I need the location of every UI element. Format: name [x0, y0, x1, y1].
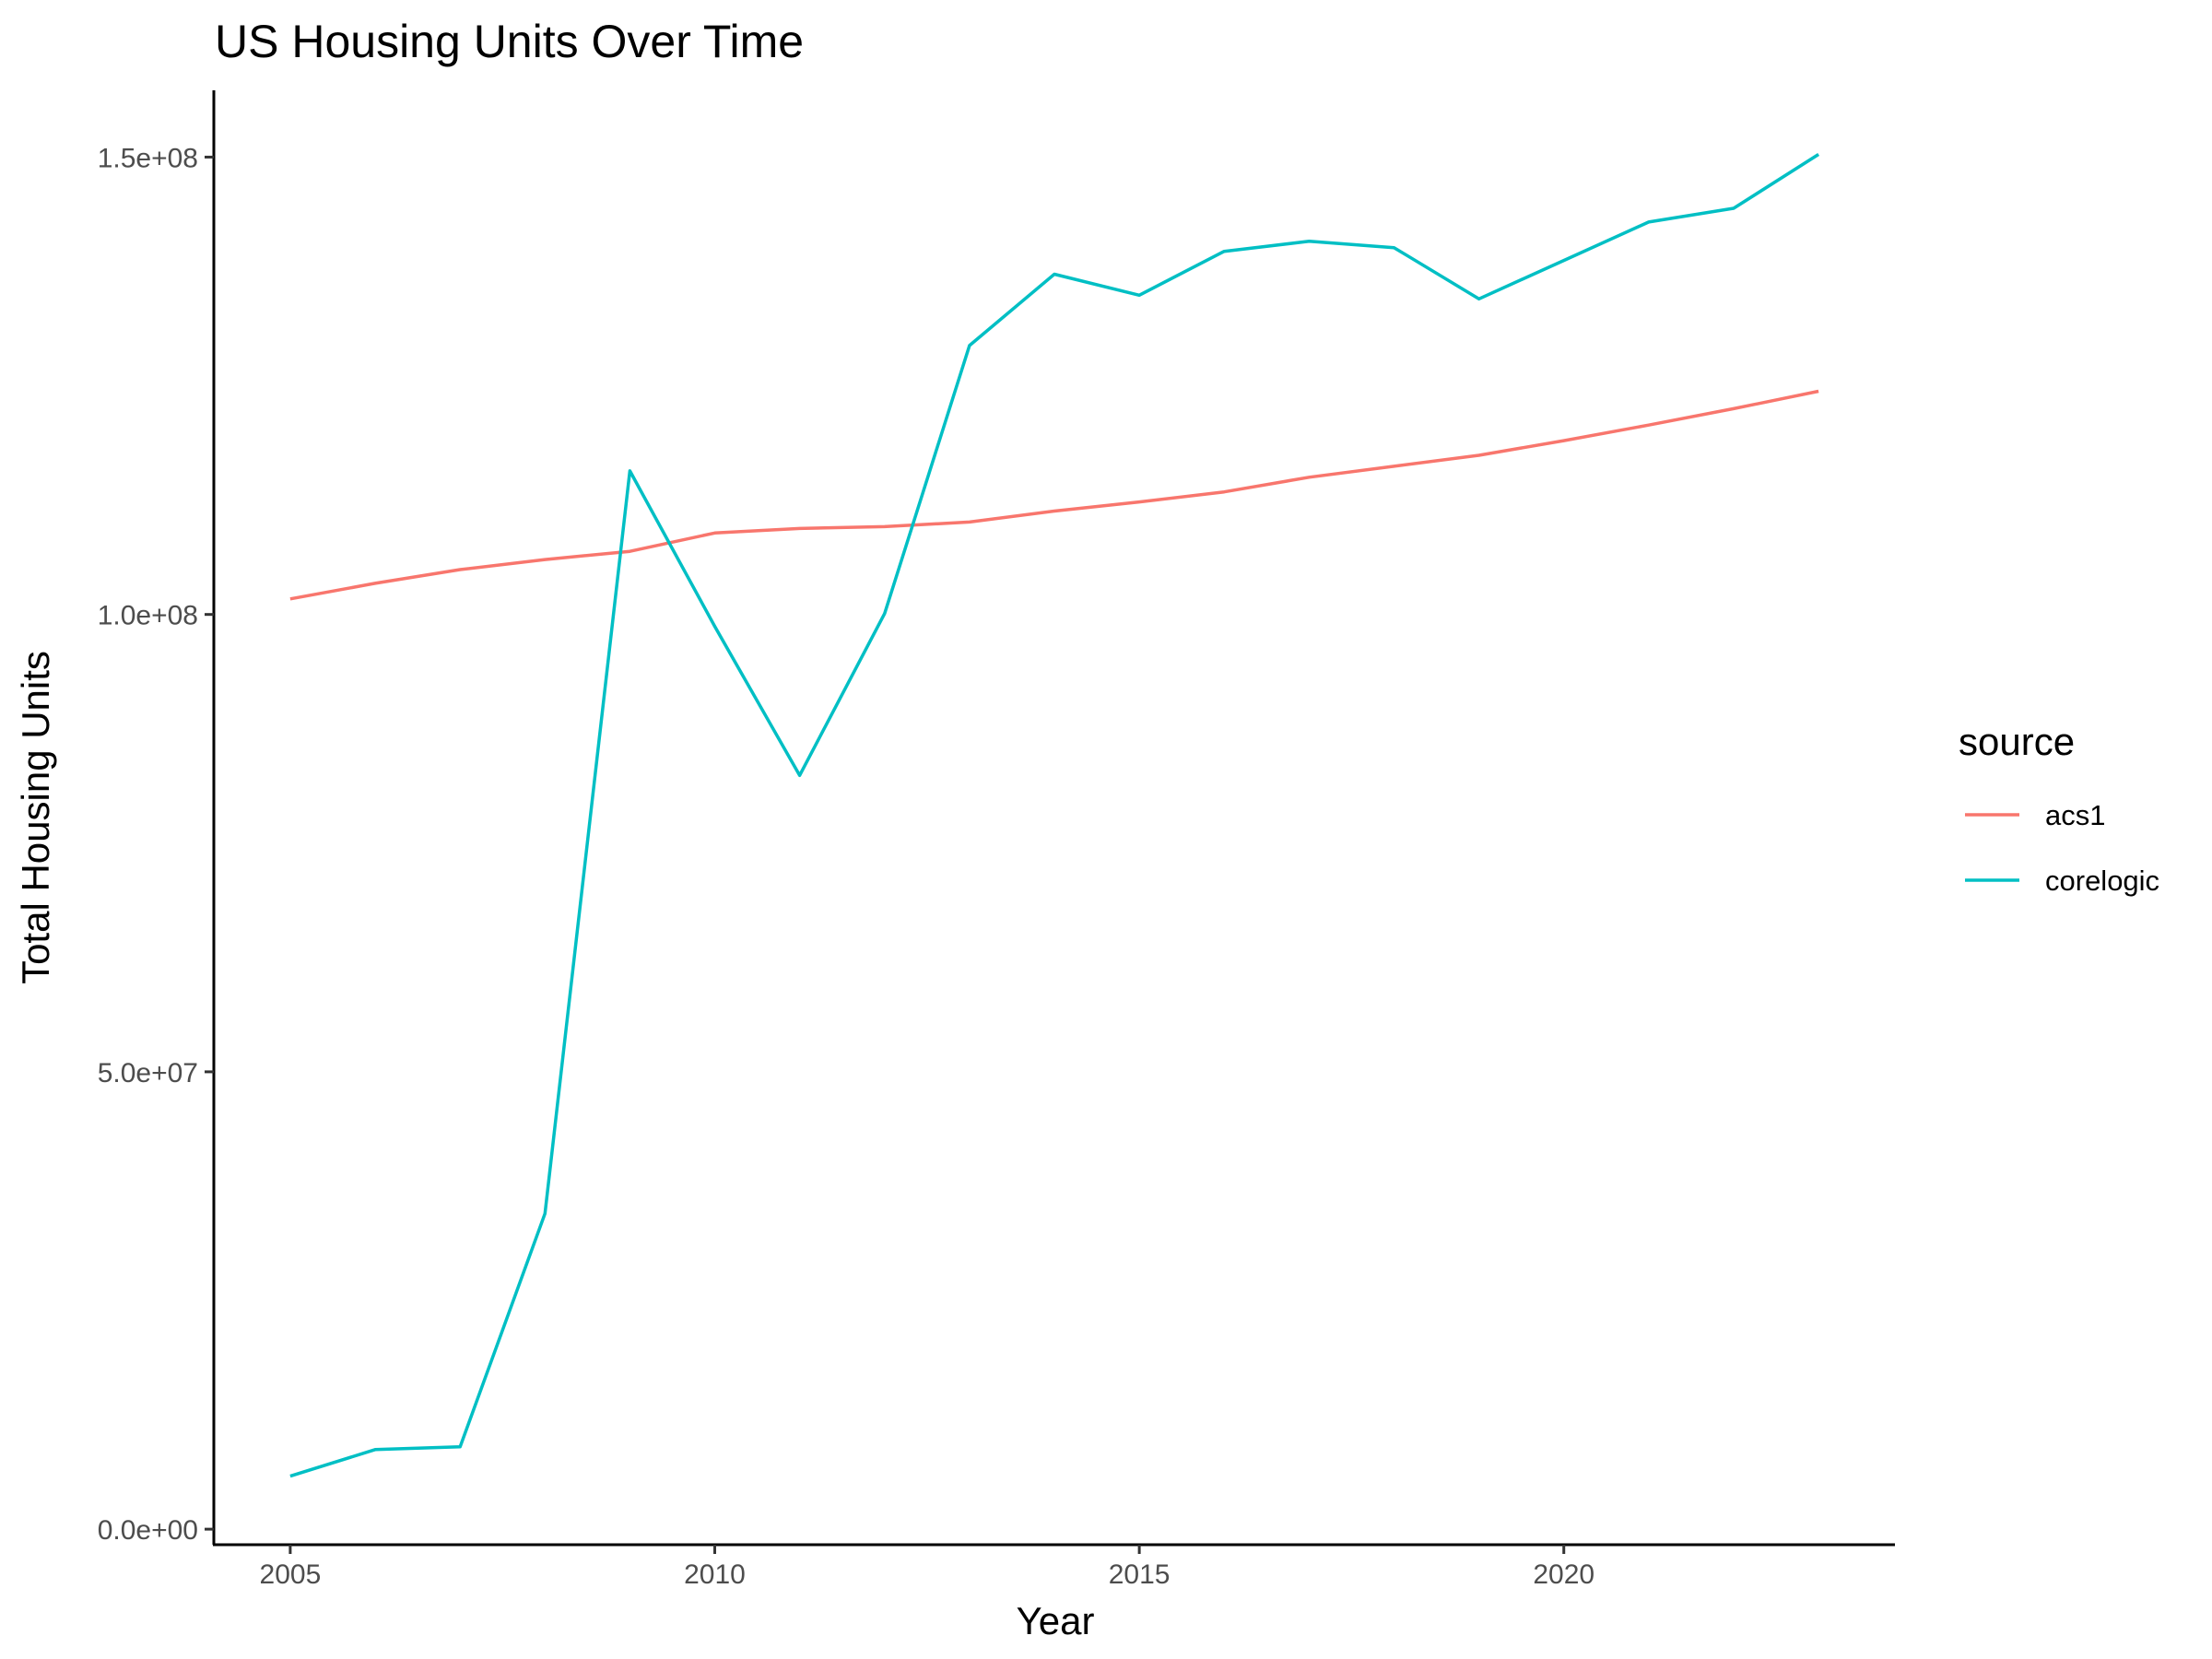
chart-title: US Housing Units Over Time — [215, 16, 804, 67]
legend-label: corelogic — [2045, 865, 2159, 897]
x-tick-label: 2020 — [1533, 1559, 1594, 1590]
x-axis-ticks: 2005 2010 2015 2020 — [260, 1545, 1594, 1590]
x-tick-label: 2010 — [684, 1559, 746, 1590]
series-layer — [289, 153, 1820, 1478]
y-tick-label: 1.0e+08 — [98, 601, 198, 631]
x-axis-title: Year — [1017, 1599, 1095, 1642]
legend-title: source — [1959, 720, 2075, 763]
y-tick-label: 5.0e+07 — [98, 1058, 198, 1088]
y-tick-label: 1.5e+08 — [98, 143, 198, 173]
x-tick-label: 2005 — [260, 1559, 322, 1590]
legend-item-acs1: acs1 — [1965, 799, 2105, 831]
y-tick-label: 0.0e+00 — [98, 1515, 198, 1546]
x-tick-label: 2015 — [1109, 1559, 1171, 1590]
legend: source acs1 corelogic — [1959, 720, 2159, 897]
plot-area: 0.0e+00 5.0e+07 1.0e+08 1.5e+08 2005 2010 201… — [98, 90, 1895, 1590]
legend-label: acs1 — [2045, 799, 2105, 831]
legend-items: acs1 corelogic — [1965, 799, 2159, 897]
y-axis-title: Total Housing Units — [14, 651, 57, 984]
series-line-acs1 — [289, 389, 1819, 601]
series-line-corelogic — [289, 153, 1820, 1478]
y-axis-ticks: 0.0e+00 5.0e+07 1.0e+08 1.5e+08 — [98, 143, 214, 1546]
legend-item-corelogic: corelogic — [1965, 865, 2159, 897]
